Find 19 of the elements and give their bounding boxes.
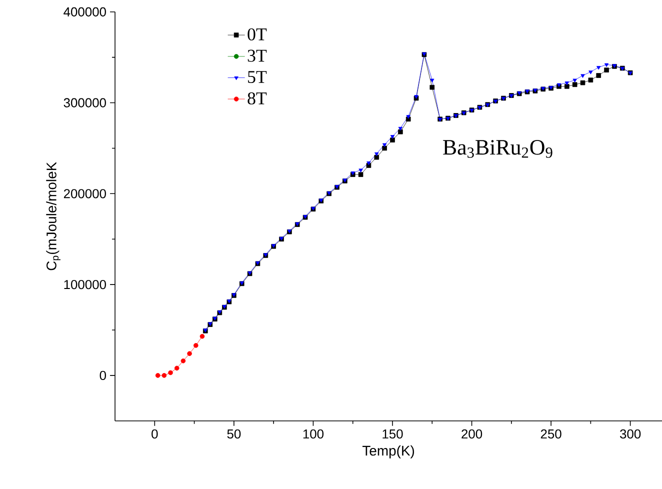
y-tick-label: 100000	[64, 280, 106, 290]
x-tick-label: 150	[382, 429, 403, 439]
annotation: Ba$_{3}$BiRu$_{2}$O$_{9}$	[443, 140, 552, 158]
legend-label: 5T	[248, 71, 267, 84]
x-tick-label: 100	[303, 429, 324, 439]
legend-label: 3T	[248, 50, 267, 62]
x-tick-label: 200	[462, 429, 482, 439]
y-tick-label: 200000	[64, 189, 106, 198]
legend-label: 0T	[248, 28, 267, 40]
x-tick-label: 0	[152, 429, 158, 439]
y-tick-label: 0	[100, 370, 106, 380]
x-tick-label: 300	[620, 429, 641, 439]
x-tick-label: 250	[540, 429, 562, 439]
x-axis-title: Temp(K)	[362, 445, 414, 458]
y-tick-label: 400000	[64, 7, 106, 16]
legend-label: 8T	[248, 92, 267, 104]
y-axis-title: C$_{p}$(mJoule/moleK	[46, 162, 60, 270]
x-tick-label: 50	[227, 429, 241, 439]
y-tick-label: 300000	[64, 98, 106, 108]
